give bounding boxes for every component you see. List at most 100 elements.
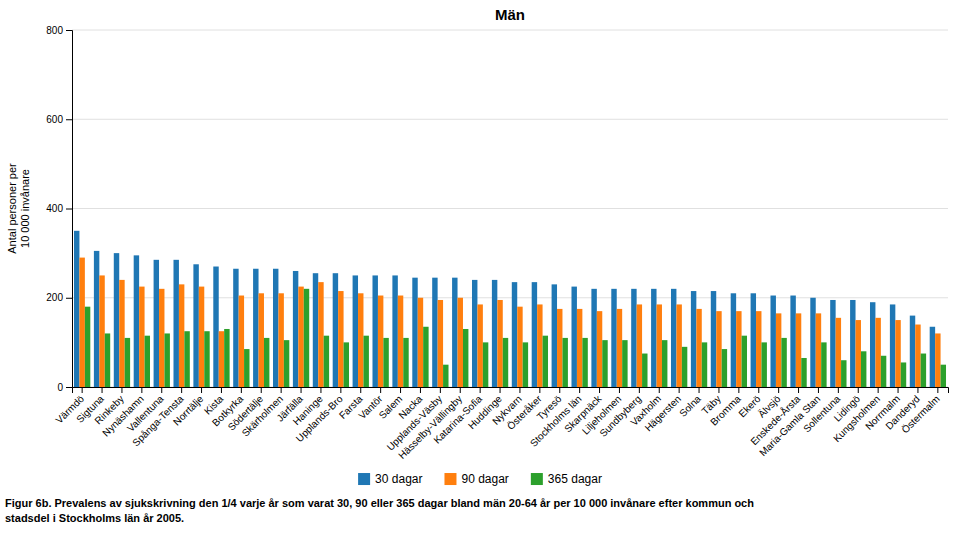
bar-series [79, 258, 940, 387]
tick-label: Solna [677, 393, 703, 419]
bar [915, 325, 920, 387]
y-axis-label: Antal personer per10 000 invånare [6, 163, 31, 254]
bar [313, 273, 318, 387]
bar [179, 284, 184, 387]
bar [736, 311, 741, 387]
tick-mark [898, 387, 899, 393]
bar [810, 298, 815, 387]
tick-mark [639, 387, 640, 393]
bar [890, 304, 895, 387]
bar [85, 307, 90, 387]
bar [403, 338, 408, 387]
legend-swatch [531, 473, 543, 485]
bar [344, 342, 349, 387]
tick-mark [579, 387, 580, 393]
bar [443, 365, 448, 387]
bar [264, 338, 269, 387]
bar [284, 340, 289, 387]
bar [761, 342, 766, 387]
tick-label: 400 [46, 203, 63, 214]
legend-label: 90 dagar [461, 472, 508, 486]
tick-mark [917, 387, 918, 393]
x-axis: VärmdöSigtunaRinkebyNynäshamnVallentunaS… [54, 387, 949, 461]
bar [383, 338, 388, 387]
bar [537, 304, 542, 387]
bar [74, 231, 79, 387]
bar [532, 282, 537, 387]
bar [259, 293, 264, 387]
bar [224, 329, 229, 387]
tick-mark [699, 387, 700, 393]
tick-mark [141, 387, 142, 393]
tick: 0 [57, 382, 72, 393]
bar [333, 273, 338, 387]
tick-mark [82, 387, 83, 393]
tick-mark [738, 387, 739, 393]
legend-label: 365 dagar [548, 472, 602, 486]
tick: Solna [677, 387, 703, 419]
bar [816, 313, 821, 387]
tick-mark [301, 387, 302, 393]
legend-label: 30 dagar [375, 472, 422, 486]
tick-mark [201, 387, 202, 393]
bar [497, 300, 502, 387]
bar [372, 275, 377, 387]
bar [622, 340, 627, 387]
bar [711, 291, 716, 387]
bar [671, 289, 676, 387]
tick-label: Hägersten [643, 393, 683, 433]
grid-line [72, 30, 948, 31]
plot-area: 0200400600800VärmdöSigtunaRinkebyNynäsha… [46, 25, 948, 461]
legend-item: 365 dagar [531, 472, 602, 486]
bar [338, 291, 343, 387]
bar [830, 300, 835, 387]
bar [79, 258, 84, 387]
bar [682, 347, 687, 387]
tick-mark [818, 387, 819, 393]
bar [796, 313, 801, 387]
chart: 0200400600800VärmdöSigtunaRinkebyNynäsha… [0, 0, 960, 547]
bar [273, 269, 278, 387]
bar [438, 300, 443, 387]
bar [597, 311, 602, 387]
bar [881, 356, 886, 387]
tick-mark [659, 387, 660, 393]
bar [184, 331, 189, 387]
tick: Norrtälje [171, 387, 206, 428]
bar [870, 302, 875, 387]
bar [278, 293, 283, 387]
bar [751, 293, 756, 387]
tick: 600 [46, 114, 72, 125]
tick-mark [66, 30, 72, 31]
bar [463, 329, 468, 387]
tick-mark [858, 387, 859, 393]
bar [930, 327, 935, 387]
bars [74, 231, 946, 387]
bar [358, 293, 363, 387]
bar [756, 311, 761, 387]
bar [432, 278, 437, 387]
bar [159, 289, 164, 387]
tick-mark [838, 387, 839, 393]
tick-mark [360, 387, 361, 393]
bar [662, 340, 667, 387]
bar [193, 264, 198, 387]
bar [239, 296, 244, 387]
bar [676, 304, 681, 387]
tick-mark [778, 387, 779, 393]
tick-mark [221, 387, 222, 393]
bar [790, 296, 795, 387]
tick-mark [380, 387, 381, 393]
bar [173, 260, 178, 387]
bar [602, 340, 607, 387]
bar [199, 287, 204, 387]
bar [731, 293, 736, 387]
bar [921, 354, 926, 387]
bar [935, 333, 940, 387]
legend-swatch [358, 473, 370, 485]
tick-mark [181, 387, 182, 393]
tick-mark [66, 119, 72, 120]
bar [105, 333, 110, 387]
tick-mark [798, 387, 799, 393]
tick-label: 800 [46, 25, 63, 36]
